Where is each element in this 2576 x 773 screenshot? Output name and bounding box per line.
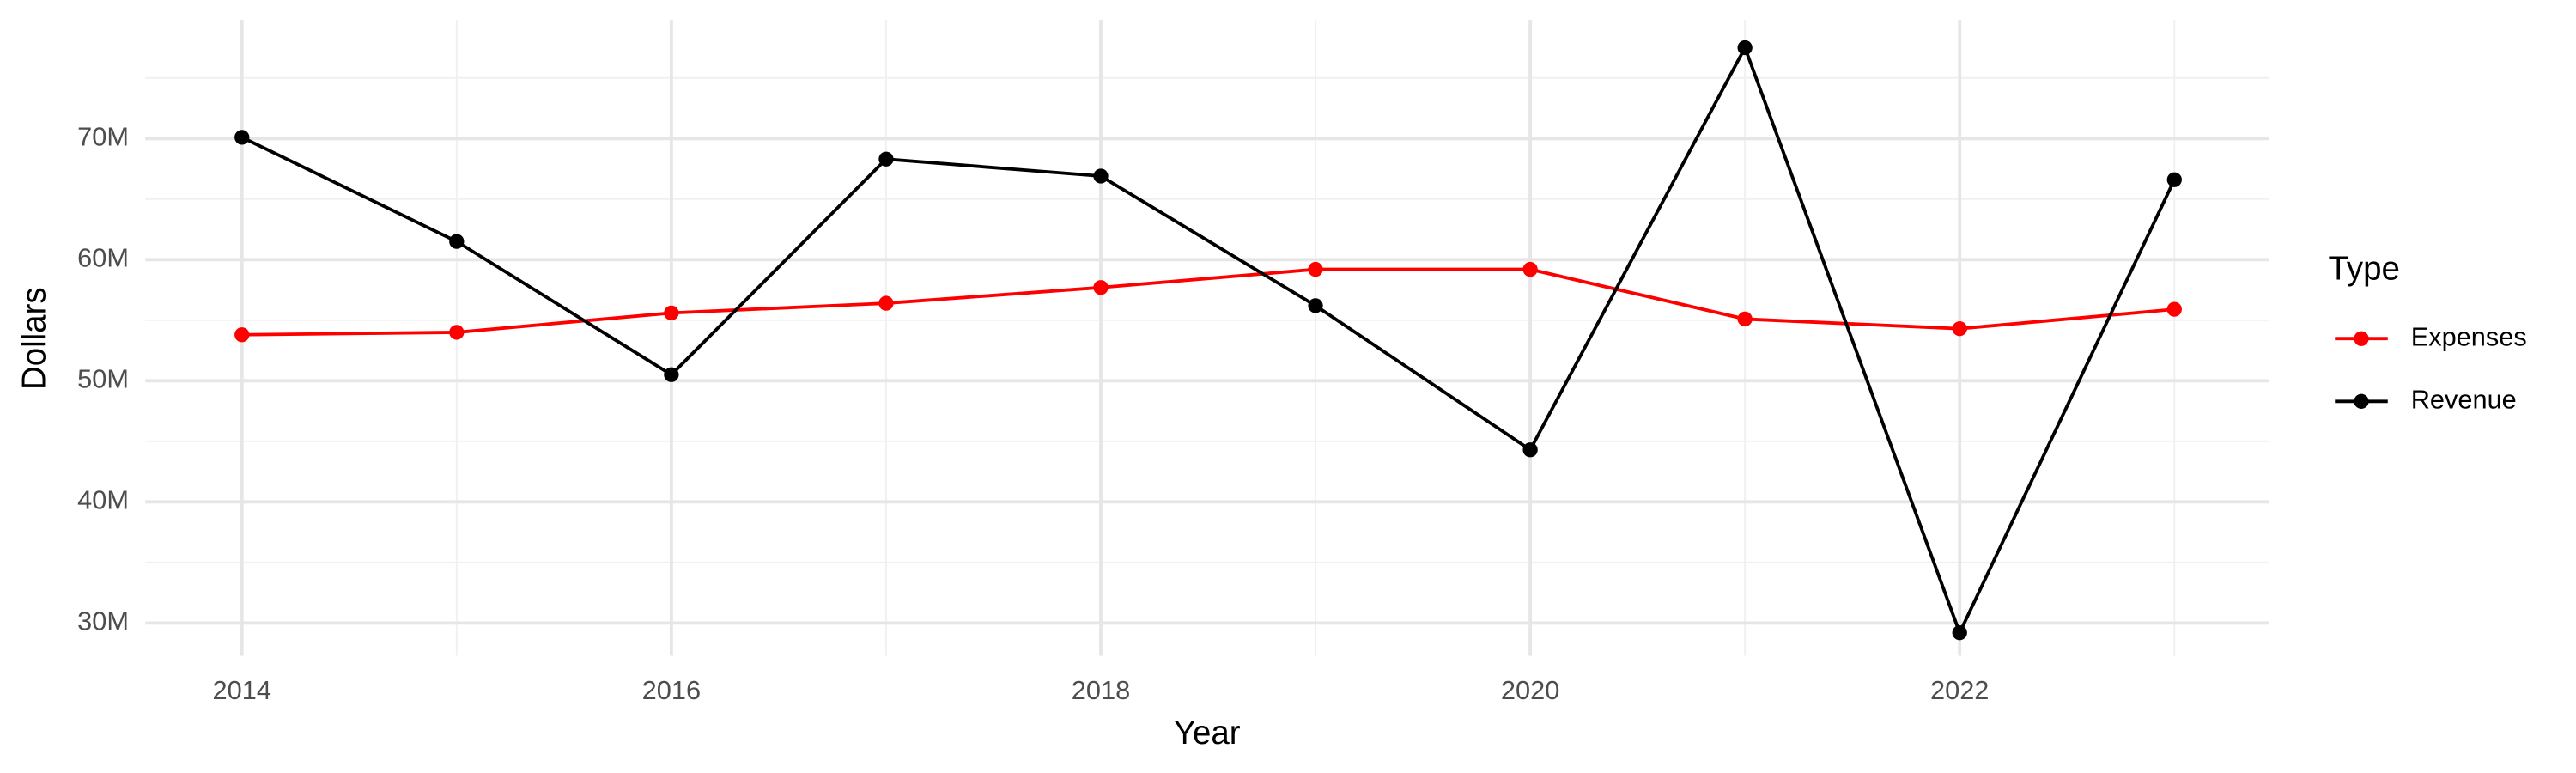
data-point [1522,442,1538,458]
legend-title: Type [2329,251,2400,288]
x-tick-label: 2016 [642,675,701,705]
legend-key-point [2354,331,2369,346]
y-tick-label: 30M [77,606,129,636]
data-point [234,130,250,145]
y-tick-label: 70M [77,121,129,151]
data-point [1308,298,1323,313]
data-point [1952,625,1967,641]
data-point [1952,321,1967,337]
legend-key-point [2354,393,2369,409]
data-point [234,327,250,343]
x-tick-label: 2020 [1501,675,1559,705]
data-point [1737,311,1753,327]
x-tick-label: 2022 [1930,675,1989,705]
data-point [664,367,679,382]
legend-label: Revenue [2411,384,2517,414]
x-tick-label: 2018 [1072,675,1130,705]
y-tick-label: 50M [77,363,129,393]
x-axis-title: Year [1174,715,1241,752]
data-point [1093,280,1109,295]
y-tick-label: 40M [77,484,129,514]
data-point [1737,40,1753,56]
data-point [2166,301,2182,317]
x-tick-label: 2014 [213,675,271,705]
legend-label: Expenses [2411,321,2527,351]
data-point [2166,172,2182,187]
data-point [878,151,894,167]
data-point [1522,261,1538,277]
series-line [240,43,2177,637]
y-axis-title: Dollars [15,287,52,390]
data-point [449,325,465,340]
data-point [449,234,465,249]
series-line [241,267,2175,337]
y-tick-label: 60M [77,242,129,272]
data-point [1093,168,1109,184]
data-point [1308,261,1323,277]
data-point [878,295,894,311]
data-point [664,305,679,321]
